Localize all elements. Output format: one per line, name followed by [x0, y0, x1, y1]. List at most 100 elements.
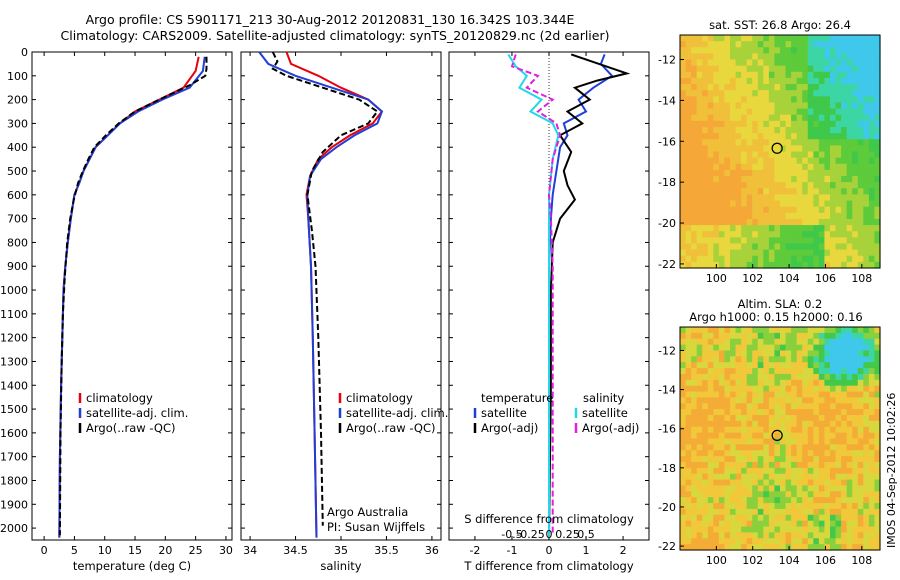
map-cell: [824, 532, 831, 539]
map-cell: [724, 420, 731, 428]
map-cell: [746, 503, 753, 510]
map-cell: [768, 96, 776, 104]
map-cell: [807, 485, 814, 492]
map-cell: [780, 237, 787, 245]
map-cell: [796, 473, 803, 481]
map-cell: [841, 520, 848, 528]
map-cell: [696, 391, 703, 399]
map-cell: [724, 243, 731, 251]
map-cell: [774, 41, 781, 48]
map-cell: [874, 157, 881, 165]
map-cell: [741, 71, 748, 79]
map-cell: [730, 526, 737, 533]
map-cell: [691, 544, 698, 551]
map-cell: [785, 391, 792, 399]
map-cell: [757, 438, 764, 445]
x-tick-label: 0: [546, 544, 553, 557]
map-cell: [757, 41, 764, 48]
map-cell: [741, 503, 748, 510]
map-cell: [763, 456, 770, 463]
map-cell: [796, 508, 803, 516]
map-cell: [713, 373, 720, 381]
map-cell: [802, 53, 809, 61]
map-cell: [752, 133, 759, 140]
map-cell: [841, 350, 848, 357]
map-cell: [735, 379, 742, 387]
map-cell: [835, 420, 842, 428]
map-cell: [863, 479, 870, 487]
map-cell: [752, 467, 759, 475]
map-cell: [730, 96, 737, 104]
map-cell: [780, 261, 787, 269]
map-cell: [813, 206, 820, 214]
map-cell: [713, 508, 720, 516]
map-cell: [713, 194, 720, 202]
map-cell: [780, 231, 787, 238]
map-cell: [724, 514, 731, 522]
map-cell: [857, 532, 864, 539]
map-cell: [730, 90, 737, 97]
map-cell: [752, 77, 759, 85]
map-cell: [852, 538, 859, 545]
map-cell: [713, 362, 720, 369]
map-cell: [685, 200, 692, 208]
map-cell: [868, 397, 876, 404]
map-cell: [818, 212, 826, 220]
map-cell: [768, 385, 776, 393]
map-cell: [724, 145, 731, 153]
map-cell: [868, 249, 876, 257]
map-cell: [680, 426, 687, 434]
map-cell: [718, 450, 726, 457]
map-cell: [830, 77, 837, 85]
map-cell: [813, 350, 820, 357]
map-cell: [696, 450, 703, 457]
map-cell: [746, 426, 753, 434]
axes-frame: [31, 51, 233, 541]
map-cell: [702, 176, 709, 183]
map-cell: [868, 188, 876, 196]
map-cell: [830, 225, 837, 232]
map-cell: [830, 444, 837, 451]
map-cell: [841, 243, 848, 251]
map-cell: [713, 35, 720, 42]
map-cell: [835, 77, 842, 85]
map-cell: [863, 90, 870, 97]
map-cell: [807, 84, 814, 91]
map-cell: [874, 538, 881, 545]
map-cell: [857, 332, 864, 340]
map-cell: [741, 368, 748, 375]
map-cell: [813, 479, 820, 487]
map-cell: [818, 96, 826, 104]
map-cell: [863, 438, 870, 445]
map-cell: [702, 151, 709, 159]
y-tick-label: -16: [658, 135, 676, 148]
map-cell: [713, 157, 720, 165]
map-cell: [857, 47, 864, 54]
map-cell: [874, 503, 881, 510]
map-cell: [785, 120, 792, 128]
map-cell: [768, 231, 776, 238]
map-cell: [841, 415, 848, 422]
map-cell: [718, 508, 726, 516]
map-cell: [835, 327, 842, 334]
map-cell: [696, 497, 703, 504]
map-cell: [780, 163, 787, 171]
map-cell: [768, 397, 776, 404]
map-cell: [730, 212, 737, 220]
map-cell: [774, 126, 781, 134]
map-cell: [846, 456, 853, 463]
map-cell: [874, 255, 881, 263]
map-cell: [818, 120, 826, 128]
map-cell: [852, 415, 859, 422]
map-cell: [702, 450, 709, 457]
map-cell: [724, 438, 731, 445]
map-cell: [713, 65, 720, 73]
map-cell: [768, 114, 776, 122]
map-cell: [863, 327, 870, 334]
map-cell: [741, 426, 748, 434]
map-cell: [818, 35, 826, 42]
map-cell: [730, 225, 737, 232]
map-cell: [746, 231, 753, 238]
map-cell: [763, 467, 770, 475]
